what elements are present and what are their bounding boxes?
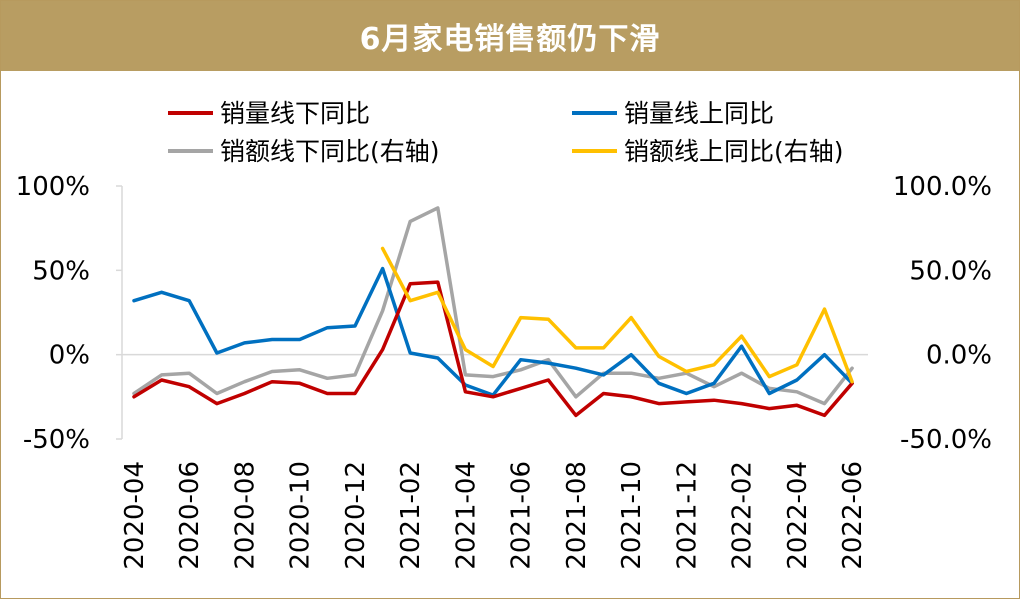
y-left-tick-label: 100%: [16, 172, 90, 202]
title-bar: 6月家电销售额仍下滑: [1, 1, 1019, 71]
series-line-3: [132, 206, 854, 406]
x-tick-label: 2021-12: [672, 461, 702, 570]
chart-title: 6月家电销售额仍下滑: [359, 22, 661, 57]
legend-label-4: 销额线上同比(右轴): [624, 137, 844, 166]
x-tick-label: 2022-04: [783, 461, 813, 570]
series-line-4: [380, 246, 854, 384]
x-tick-label: 2021-04: [451, 461, 481, 570]
y-right-tick-label: 100.0%: [893, 172, 992, 202]
x-tick-label: 2020-10: [286, 461, 316, 570]
x-tick-label: 2021-02: [396, 461, 426, 570]
legend-label-1: 销量线下同比: [220, 99, 370, 128]
x-tick-label: 2020-08: [230, 461, 260, 570]
x-tick-label: 2021-06: [507, 461, 537, 570]
y-left-tick-label: 50%: [32, 256, 90, 286]
x-tick-label: 2021-10: [617, 461, 647, 570]
x-tick-label: 2020-06: [175, 461, 205, 570]
y-left-tick-label: 0%: [49, 341, 90, 371]
x-tick-label: 2022-06: [838, 461, 868, 570]
y-left-tick-label: -50%: [23, 425, 90, 455]
x-tick-label: 2021-08: [562, 461, 592, 570]
series-line-1: [132, 280, 854, 418]
y-right-tick-label: 0.0%: [926, 341, 992, 371]
y-right-tick-label: 50.0%: [909, 256, 992, 286]
y-right-tick-label: -50.0%: [900, 425, 992, 455]
x-tick-label: 2020-04: [120, 461, 150, 570]
legend-label-3: 销额线下同比(右轴): [220, 137, 440, 166]
x-tick-label: 2020-12: [341, 461, 371, 570]
x-tick-label: 2022-02: [728, 461, 758, 570]
legend-label-2: 销量线上同比: [624, 99, 774, 128]
